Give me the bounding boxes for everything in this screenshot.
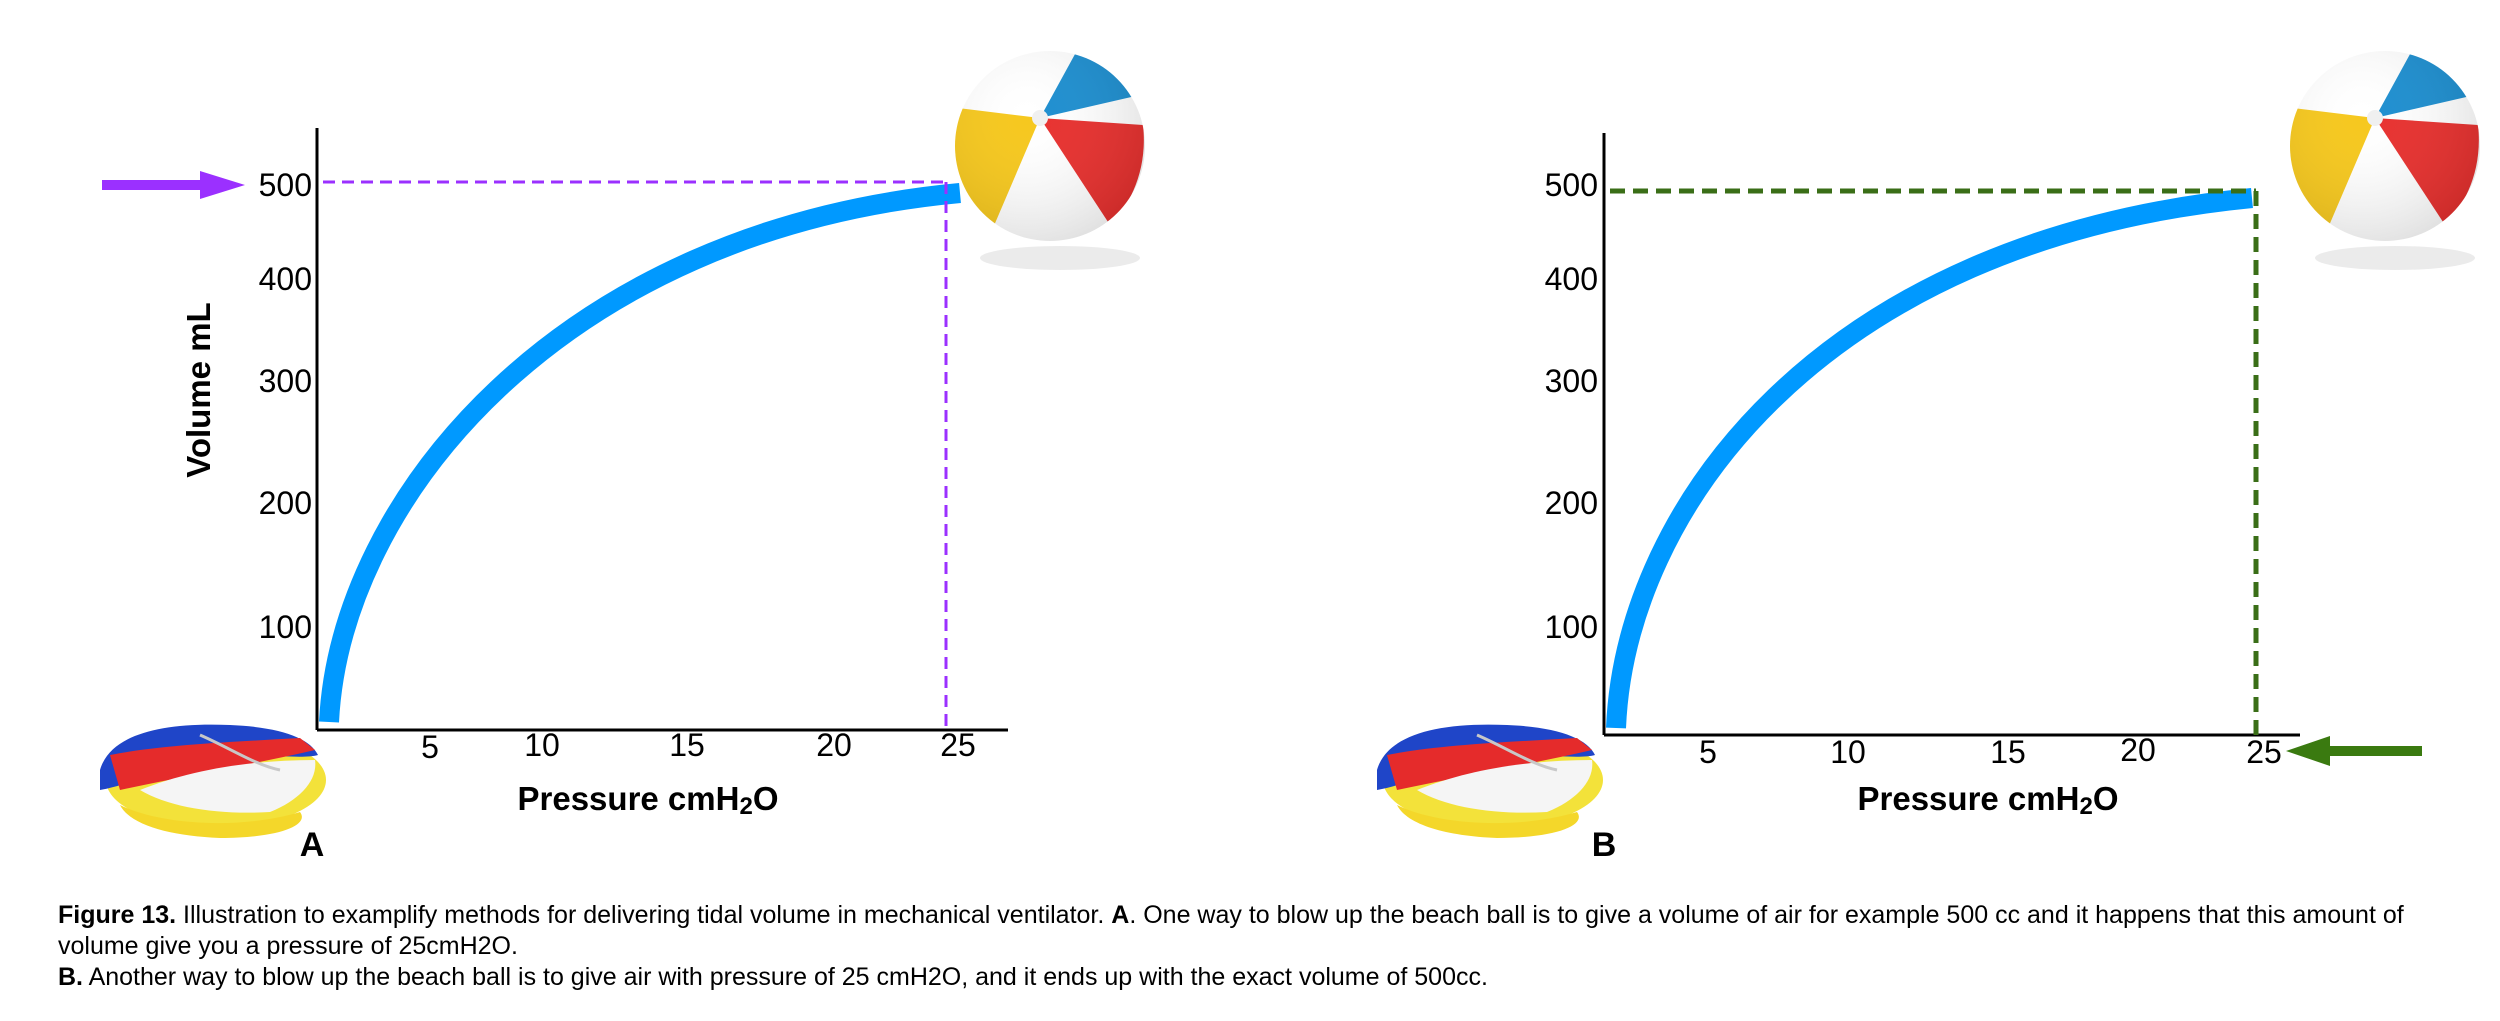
x-axis-title-end: O [753, 780, 779, 817]
y-tick-label: 100 [1545, 609, 1598, 645]
x-tick-label: 10 [524, 727, 560, 763]
x-tick-label: 5 [1699, 734, 1717, 770]
panel-a: 100 200 300 400 500 5 10 15 20 25 Volume… [100, 51, 1145, 864]
y-tick-label: 300 [1545, 363, 1598, 399]
y-axis-title: Volume mL [180, 302, 217, 477]
y-tick-label: 200 [1545, 485, 1598, 521]
caption-text: Another way to blow up the beach ball is… [83, 963, 1488, 991]
x-tick-label: 15 [1990, 734, 2026, 770]
panel-letter: A [300, 826, 325, 864]
x-axis-title-main: Pressure cmH [518, 780, 740, 817]
pressure-arrow [2286, 736, 2422, 766]
caption-line-1: Figure 13. Illustration to examplify met… [58, 900, 2458, 962]
y-tick-label: 200 [259, 485, 312, 521]
caption-panel-label: B. [58, 963, 83, 991]
beach-ball-inflated-icon [2290, 51, 2480, 270]
x-tick-label: 5 [421, 729, 439, 765]
caption-figure-label: Figure 13. [58, 901, 177, 929]
beach-ball-inflated-icon [955, 51, 1145, 270]
x-tick-label: 25 [2246, 734, 2282, 770]
panel-letter: B [1592, 826, 1617, 864]
y-tick-label: 100 [259, 609, 312, 645]
caption-line-2: B. Another way to blow up the beach ball… [58, 962, 2458, 993]
compliance-curve [1606, 188, 2253, 729]
panel-b: 100 200 300 400 500 5 10 15 20 25 Pressu… [1377, 51, 2480, 864]
beach-ball-deflated-icon [1377, 724, 1603, 838]
x-tick-label: 25 [940, 727, 976, 763]
compliance-curve [319, 183, 961, 723]
x-axis-title-main: Pressure cmH [1858, 780, 2080, 817]
x-tick-label: 20 [816, 727, 852, 763]
beach-ball-deflated-icon [100, 724, 326, 838]
caption-panel-label: A [1111, 901, 1130, 929]
x-axis-title-sub: 2 [739, 793, 752, 820]
y-tick-label: 400 [1545, 261, 1598, 297]
y-tick-label: 400 [259, 261, 312, 297]
x-axis-title: Pressure cmH2O [518, 780, 779, 820]
y-tick-label: 500 [259, 167, 312, 203]
y-tick-label: 300 [259, 363, 312, 399]
figure-caption: Figure 13. Illustration to examplify met… [58, 900, 2458, 993]
volume-arrow [102, 171, 245, 199]
x-tick-label: 10 [1830, 734, 1866, 770]
x-tick-label: 15 [669, 727, 705, 763]
y-tick-label: 500 [1545, 167, 1598, 203]
caption-text: Illustration to examplify methods for de… [176, 901, 1112, 929]
x-axis-title-end: O [2093, 780, 2119, 817]
figure-canvas: 100 200 300 400 500 5 10 15 20 25 Volume… [100, 51, 2480, 864]
caption-text: . One way to blow up the beach ball is t… [58, 901, 2404, 960]
x-axis-title: Pressure cmH2O [1858, 780, 2119, 820]
x-tick-label: 20 [2120, 732, 2156, 768]
x-axis-title-sub: 2 [2079, 793, 2092, 820]
